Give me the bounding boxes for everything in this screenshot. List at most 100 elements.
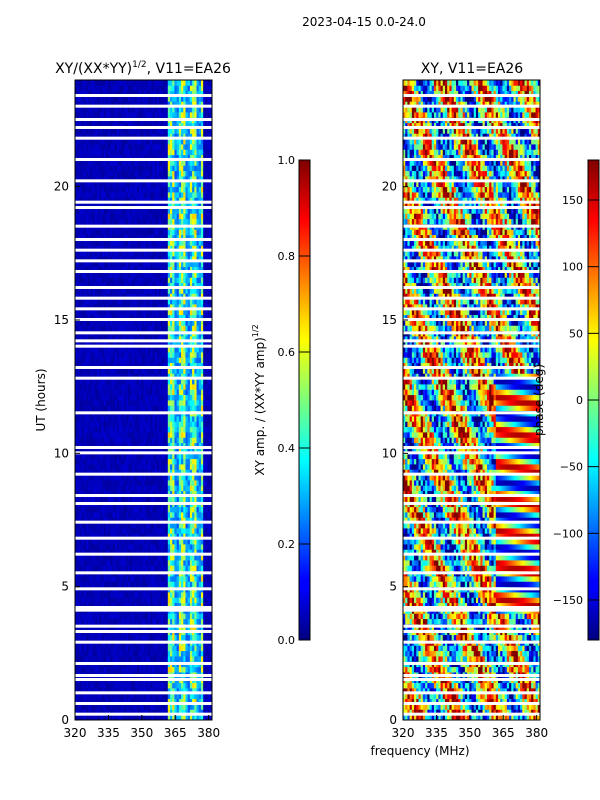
heatmap-cell [154,554,158,561]
heatmap-cell [90,618,94,625]
heatmap-cell [108,714,111,721]
heatmap-cell [90,704,94,710]
heatmap-cell [167,709,171,716]
heatmap-cell [119,576,122,582]
heatmap-cell [134,688,138,694]
heatmap-cell [143,650,147,657]
heatmap-cell [154,581,158,588]
heatmap-cell [97,709,100,716]
heatmap-cell [119,549,122,556]
heatmap-cell [75,592,78,598]
heatmap-cell [83,656,87,662]
heatmap-cell [187,650,191,657]
heatmap-cell [90,565,94,572]
heatmap-cell [170,666,173,673]
heatmap-cell [165,592,169,598]
heatmap-cell [185,613,189,620]
heatmap-cell [154,650,158,657]
heatmap-cell [170,613,173,620]
heatmap-cell [139,666,142,673]
heatmap-cell [158,634,162,641]
heatmap-cell [152,576,155,582]
heatmap-cell [170,704,173,710]
heatmap-cell [77,613,80,620]
heatmap-cell [139,618,142,625]
heatmap-cell [198,565,202,572]
heatmap-cell [77,650,80,657]
heatmap-cell [198,634,202,641]
heatmap-cell [167,650,171,657]
heatmap-cell [192,666,195,673]
heatmap-cell [101,597,105,604]
heatmap-cell [86,704,89,710]
heatmap-cell [163,645,166,652]
heatmap-cell [97,592,100,598]
heatmap-cell [99,618,102,625]
heatmap-cell [105,597,109,604]
heatmap-cell [192,682,195,689]
heatmap-cell [203,704,206,710]
heatmap-cell [112,549,116,556]
heatmap-cell [156,656,160,662]
heatmap-cell [200,581,204,588]
heatmap-cell [205,634,208,641]
heatmap-cell [185,709,189,716]
heatmap-cell [178,714,182,721]
heatmap-cell [81,714,85,721]
heatmap-cell [75,634,78,641]
heatmap-cell [75,682,78,689]
heatmap-cell [205,597,208,604]
heatmap-cell [152,650,155,657]
heatmap-cell [116,565,120,572]
heatmap-cell [132,592,136,598]
heatmap-cell [83,650,87,657]
heatmap-cell [163,613,166,620]
heatmap-cell [154,613,158,620]
heatmap-cell [123,560,127,566]
heatmap-cell [90,656,94,662]
heatmap-cell [194,581,197,588]
heatmap-cell [99,602,102,609]
heatmap-cell [196,704,200,710]
heatmap-cell [205,650,208,657]
heatmap-cell [178,597,182,604]
heatmap-cell [209,698,213,705]
heatmap-cell [134,581,138,588]
heatmap-cell [112,666,116,673]
heatmap-cell [119,709,122,716]
heatmap-cell [114,581,118,588]
heatmap-cell [205,576,208,582]
heatmap-cell [110,602,113,609]
heatmap-cell [88,709,91,716]
heatmap-cell [114,704,118,710]
heatmap-cell [203,554,206,561]
heatmap-cell [170,565,173,572]
heatmap-cell [132,613,136,620]
heatmap-cell [203,709,206,716]
heatmap-cell [121,592,125,598]
heatmap-cell [88,597,91,604]
heatmap-cell [189,618,193,625]
heatmap-cell [108,554,111,561]
heatmap-cell [196,688,200,694]
heatmap-cell [176,554,180,561]
heatmap-cell [143,613,147,620]
heatmap-cell [88,693,91,700]
heatmap-cell [99,549,102,556]
heatmap-cell [174,688,178,694]
heatmap-cell [99,645,102,652]
heatmap-cell [116,714,120,721]
heatmap-cell [81,666,85,673]
heatmap-cell [134,560,138,566]
heatmap-cell [119,592,122,598]
heatmap-cell [198,650,202,657]
heatmap-cell [75,650,78,657]
heatmap-cell [145,618,149,625]
heatmap-cell [79,560,83,566]
heatmap-cell [86,688,89,694]
heatmap-cell [163,650,166,657]
heatmap-cell [196,698,200,705]
heatmap-cell [194,698,197,705]
heatmap-cell [152,704,155,710]
heatmap-cell [194,693,197,700]
